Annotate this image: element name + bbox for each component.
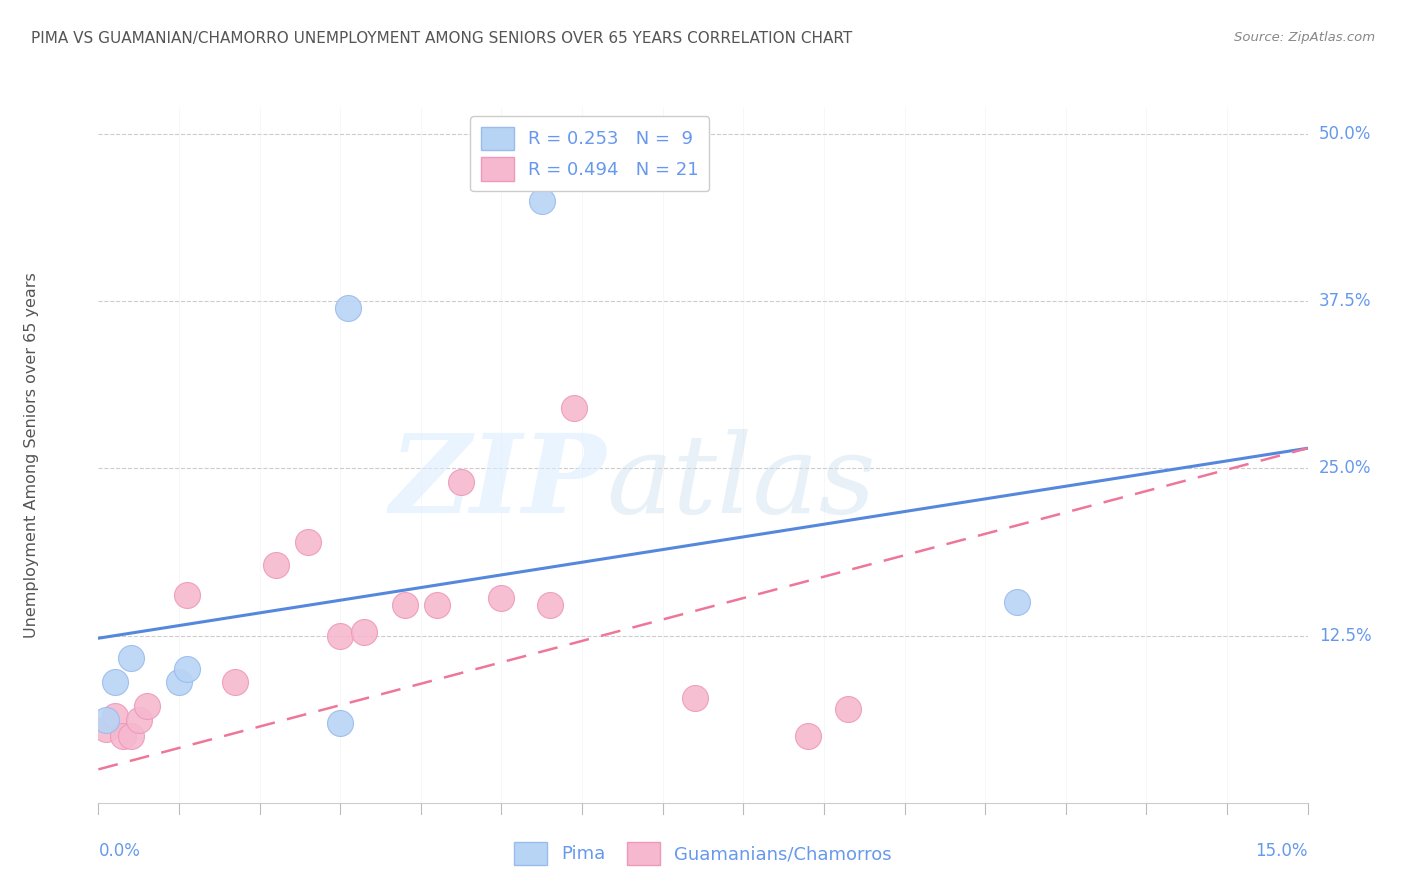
- Point: [329, 715, 352, 730]
- Point: [96, 723, 118, 737]
- Point: [96, 713, 118, 727]
- Point: [103, 708, 125, 723]
- Point: [111, 729, 134, 743]
- Point: [329, 628, 352, 642]
- Point: [176, 589, 198, 603]
- Point: [353, 624, 375, 639]
- Text: Source: ZipAtlas.com: Source: ZipAtlas.com: [1234, 31, 1375, 45]
- Text: PIMA VS GUAMANIAN/CHAMORRO UNEMPLOYMENT AMONG SENIORS OVER 65 YEARS CORRELATION : PIMA VS GUAMANIAN/CHAMORRO UNEMPLOYMENT …: [31, 31, 852, 46]
- Text: ZIP: ZIP: [389, 429, 606, 536]
- Text: 37.5%: 37.5%: [1319, 292, 1371, 310]
- Point: [837, 702, 859, 716]
- Point: [120, 729, 142, 743]
- Point: [491, 591, 513, 606]
- Text: 0.0%: 0.0%: [98, 842, 141, 860]
- Point: [394, 598, 416, 612]
- Point: [683, 691, 706, 706]
- Point: [176, 662, 198, 676]
- Text: 25.0%: 25.0%: [1319, 459, 1371, 477]
- Point: [530, 194, 553, 208]
- Point: [797, 729, 820, 743]
- Text: atlas: atlas: [606, 429, 876, 536]
- Point: [426, 598, 449, 612]
- Point: [103, 675, 125, 690]
- Point: [128, 713, 150, 727]
- Point: [1007, 595, 1029, 609]
- Point: [450, 475, 472, 489]
- Point: [167, 675, 190, 690]
- Legend: Pima, Guamanians/Chamorros: Pima, Guamanians/Chamorros: [505, 832, 901, 874]
- Point: [538, 598, 561, 612]
- Point: [224, 675, 246, 690]
- Point: [264, 558, 287, 572]
- Point: [297, 535, 319, 549]
- Point: [135, 699, 157, 714]
- Point: [562, 401, 585, 416]
- Text: 12.5%: 12.5%: [1319, 626, 1371, 645]
- Point: [120, 651, 142, 665]
- Text: 50.0%: 50.0%: [1319, 125, 1371, 143]
- Point: [337, 301, 360, 315]
- Text: 15.0%: 15.0%: [1256, 842, 1308, 860]
- Text: Unemployment Among Seniors over 65 years: Unemployment Among Seniors over 65 years: [24, 272, 39, 638]
